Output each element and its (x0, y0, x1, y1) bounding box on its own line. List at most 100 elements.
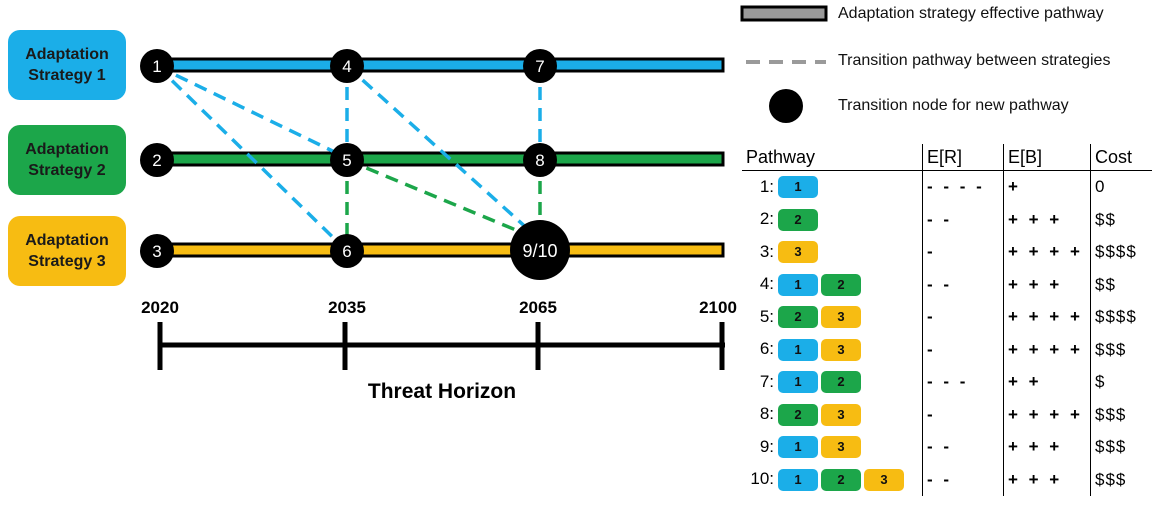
legend-node: Transition node for new pathway (838, 97, 1069, 115)
node-1 (140, 49, 174, 83)
node-5-label: 5 (342, 151, 351, 170)
er-cell: - - - (922, 366, 1004, 399)
strategy-chip-2: 2 (821, 273, 861, 296)
node-7 (523, 49, 557, 83)
node-4-label: 4 (342, 57, 351, 76)
pathway-cell: 9: 1 3 (742, 431, 923, 464)
legend-effective-label: Adaptation strategy effective pathway (838, 5, 1104, 22)
er-cell: - - - - (922, 170, 1004, 204)
cost-cell: $$ (1090, 268, 1152, 301)
strategy-chip-1: 1 (778, 371, 818, 394)
cost-cell: $$$ (1090, 463, 1152, 496)
er-cell: - (922, 398, 1004, 431)
eb-cell: + + + + (1003, 333, 1091, 366)
node-3 (140, 234, 174, 268)
year-2035: 2035 (328, 298, 366, 317)
header-cost: Cost (1090, 144, 1152, 171)
year-2065: 2065 (519, 298, 557, 317)
node-2-label: 2 (152, 151, 161, 170)
er-cell: - - (922, 463, 1004, 496)
pathway-number: 6: (759, 339, 774, 359)
pathway-number: 10: (750, 469, 774, 489)
strategy-chip-2: 2 (778, 208, 818, 231)
table-row: 6: 1 3- + + + + $$$ (742, 333, 1152, 367)
table-row: 3: 3- + + + + $$$$ (742, 236, 1152, 269)
pathway-number: 7: (759, 371, 774, 391)
cost-cell: $$$$ (1090, 236, 1152, 269)
year-2100: 2100 (699, 298, 737, 317)
eb-cell: + + + (1003, 203, 1091, 236)
strategy-chip-3: 3 (821, 436, 861, 459)
eb-cell: + + + (1003, 463, 1091, 496)
pathway-number: 4: (759, 274, 774, 294)
header-pathway: Pathway (742, 144, 923, 171)
table-row: 7: 1 2 - - - + + $ (742, 366, 1152, 399)
eb-cell: + + + (1003, 268, 1091, 301)
node-9-10-label: 9/10 (522, 241, 557, 261)
cost-cell: $$$ (1090, 333, 1152, 366)
legend-node-label: Transition node for new pathway (838, 97, 1069, 114)
cost-cell: $$$ (1090, 398, 1152, 431)
pathway-cell: 4: 1 2 (742, 269, 923, 302)
table-row: 9: 1 3- - + + + $$$ (742, 431, 1152, 464)
strategy-3-label: Adaptation Strategy 3 (25, 232, 109, 270)
eb-cell: + + + + (1003, 398, 1091, 431)
strategy-chip-2: 2 (778, 403, 818, 426)
pathway-cell: 3: 3 (742, 236, 923, 269)
strategy-2-label-box: Adaptation Strategy 2 (8, 125, 126, 195)
timeline-label: Threat Horizon (368, 380, 516, 403)
pathway-number: 2: (759, 209, 774, 229)
timeline: 2020 2035 2065 2100 Threat Horizon (141, 298, 737, 403)
table-row: 1: 1- - - - +0 (742, 170, 1152, 204)
node-3-label: 3 (152, 242, 161, 261)
cost-cell: $ (1090, 366, 1152, 399)
pathway-cell: 10: 1 2 3 (742, 464, 923, 497)
er-cell: - - (922, 268, 1004, 301)
strategy-chip-1: 1 (778, 338, 818, 361)
node-6-label: 6 (342, 242, 351, 261)
er-cell: - - (922, 431, 1004, 464)
strategy-chip-3: 3 (821, 403, 861, 426)
pathway-number: 9: (759, 436, 774, 456)
er-cell: - - (922, 203, 1004, 236)
strategy-2-pathway (153, 151, 725, 167)
strategy-chip-2: 2 (821, 371, 861, 394)
node-8-label: 8 (535, 151, 544, 170)
er-cell: - (922, 301, 1004, 334)
strategy-3-label-box: Adaptation Strategy 3 (8, 216, 126, 286)
transition-4-to-9-10 (345, 64, 542, 242)
pathway-cell: 2: 2 (742, 204, 923, 237)
node-7-label: 7 (535, 57, 544, 76)
node-2 (140, 143, 174, 177)
table-body: 1: 1- - - - +0 2: 2- - + + + $$ 3: 3- + + + + $$$$… (742, 170, 1152, 497)
legend-transition-label: Transition pathway between strategies (838, 52, 1111, 69)
table-row: 10: 1 2 3- - + + + $$$ (742, 463, 1152, 497)
legend-node-symbol (769, 89, 803, 123)
er-cell: - (922, 236, 1004, 269)
node-5 (330, 143, 364, 177)
strategy-chip-2: 2 (778, 306, 818, 329)
strategy-chip-1: 1 (778, 468, 818, 491)
strategy-chip-1: 1 (778, 436, 818, 459)
strategy-chip-3: 3 (864, 468, 904, 491)
table-row: 8: 2 3 - + + + + $$$ (742, 398, 1152, 431)
strategy-1-label: Adaptation Strategy 1 (25, 46, 109, 84)
node-6 (330, 234, 364, 268)
year-2020: 2020 (141, 298, 179, 317)
eb-cell: + + + (1003, 431, 1091, 464)
transition-nodes: 1 4 7 2 5 8 3 6 9/10 (140, 49, 570, 280)
eb-cell: + + + + (1003, 236, 1091, 269)
legend-effective: Adaptation strategy effective pathway (838, 5, 1104, 23)
node-9-10 (510, 220, 570, 280)
transition-5-to-9-10 (346, 158, 541, 242)
pathway-number: 5: (759, 306, 774, 326)
cost-cell: $$ (1090, 203, 1152, 236)
eb-cell: + + (1003, 366, 1091, 399)
legend-transition: Transition pathway between strategies (838, 52, 1110, 70)
pathway-cell: 6: 1 3 (742, 334, 923, 367)
pathway-number: 3: (759, 241, 774, 261)
transition-1-to-5 (156, 64, 348, 160)
strategy-chip-1: 1 (778, 176, 818, 199)
pathway-number: 8: (759, 404, 774, 424)
